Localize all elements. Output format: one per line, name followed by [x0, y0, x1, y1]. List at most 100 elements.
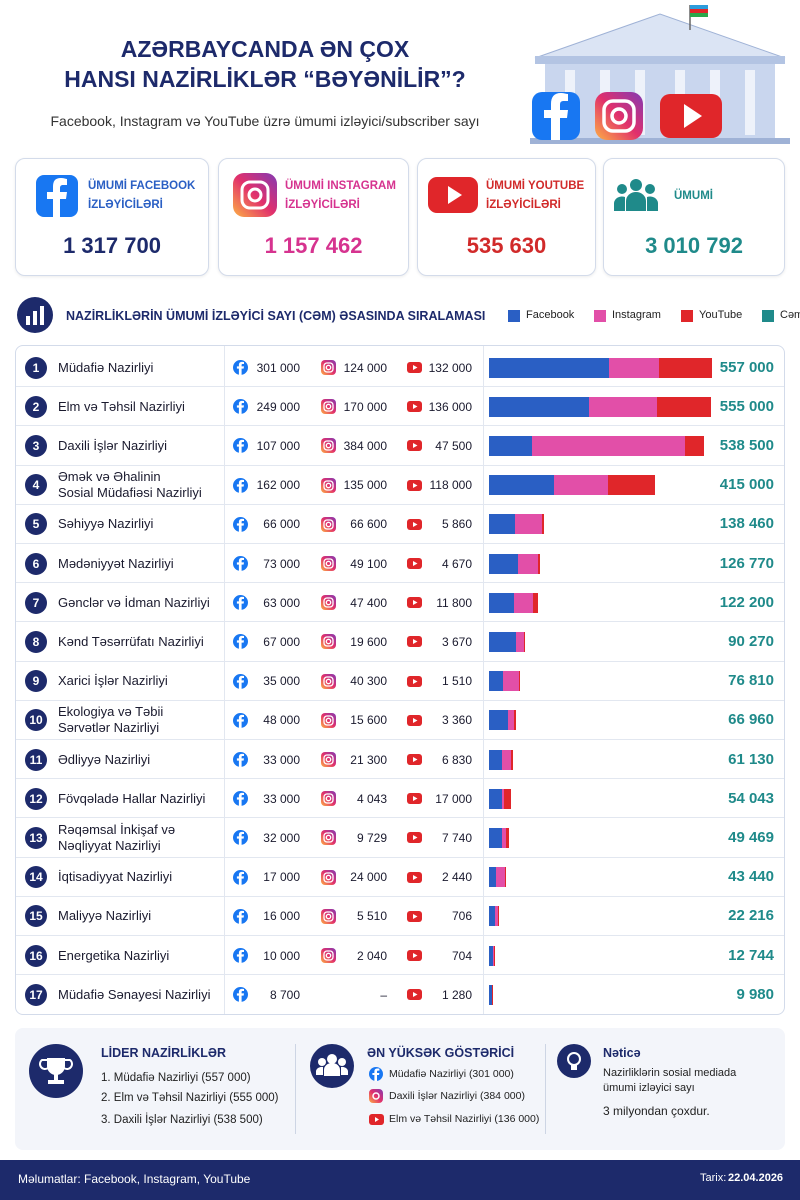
- users-icon: [614, 179, 658, 211]
- value-label: 21 300: [350, 752, 387, 767]
- rank-badge: 13: [25, 826, 47, 849]
- value-label: 19 600: [350, 634, 387, 649]
- card-value: 3 010 792: [645, 233, 743, 258]
- bar-segment: [489, 396, 589, 417]
- total-value: 538 500: [719, 436, 774, 454]
- instagram-icon: [369, 1089, 383, 1103]
- leader-item: 2. Elm və Təhsil Nazirliyi (555 000): [101, 1092, 279, 1104]
- youtube-icon: [369, 1114, 384, 1125]
- bar-segment: [515, 631, 524, 652]
- table-row: 15 Maliyyə Nazirliyi 16 000 5 510 706 22 216: [16, 897, 784, 936]
- bar-segment: [489, 435, 532, 456]
- instagram-icon: [321, 477, 336, 493]
- card-value: 1 317 700: [63, 233, 161, 258]
- rank-badge: 1: [25, 356, 47, 379]
- title-line: AZƏRBAYCANDA ƏN ÇOX: [120, 36, 410, 62]
- bar-segment: [489, 788, 503, 809]
- card-value: 535 630: [466, 233, 547, 258]
- bar-segment: [502, 788, 504, 809]
- rank-badge: 17: [25, 983, 47, 1006]
- facebook-icon: [233, 516, 248, 532]
- instagram-icon: [321, 399, 336, 415]
- table-row: 14 İqtisadiyyat Nazirliyi 17 000 24 000 2 44…: [16, 858, 784, 897]
- ministry-name: İqtisadiyyat Nazirliyi: [58, 869, 173, 885]
- value-label: 5 860: [441, 517, 472, 532]
- ministry-name: Energetika Nazirliyi: [58, 947, 170, 963]
- bar-segment: [495, 867, 506, 888]
- bar-segment: [515, 514, 543, 535]
- instagram-icon: [321, 438, 336, 454]
- value-label: 63 000: [263, 595, 300, 610]
- legend: Facebook Instagram YouTube Cəmi: [508, 309, 800, 323]
- value-label: 73 000: [263, 556, 300, 571]
- value-label: 11 800: [436, 595, 472, 610]
- instagram-icon: [321, 673, 336, 689]
- value-label: 66 600: [350, 517, 387, 532]
- rank-badge: 3: [25, 434, 47, 457]
- instagram-icon: [321, 948, 336, 964]
- instagram-icon: [321, 360, 336, 376]
- value-label: 49 100: [350, 556, 387, 571]
- table-row: 11 Ədliyyə Nazirliyi 33 000 21 300 6 830 61 1…: [16, 740, 784, 780]
- total-value: 122 200: [719, 593, 774, 611]
- card-label: ÜMUMİ INSTAGRAM İZLƏYİCİLƏRİ: [285, 180, 396, 211]
- card-label: ÜMUMİ: [674, 190, 713, 202]
- card-label: ÜMUMİ FACEBOOK İZLƏYİCİLƏRİ: [88, 180, 196, 211]
- youtube-icon: [407, 793, 422, 805]
- facebook-icon: [233, 399, 248, 415]
- value-label: 249 000: [256, 399, 300, 414]
- ministry-name: Müdafiə Sənayesi Nazirliyi: [58, 986, 211, 1002]
- bar-segment: [518, 553, 538, 574]
- value-label: 132 000: [428, 360, 472, 375]
- value-label: 2 440: [441, 870, 472, 885]
- legend-label: YouTube: [699, 309, 743, 321]
- ranking-table: 1 Müdafiə Nazirliyi 301 000 124 000 132 000 5…: [15, 345, 785, 1015]
- facebook-icon: [233, 477, 248, 493]
- bar-segment: [489, 867, 496, 888]
- facebook-icon: [233, 987, 248, 1003]
- value-label: –: [380, 987, 387, 1002]
- total-value: 22 216: [728, 907, 774, 925]
- value-label: 1 280: [441, 987, 472, 1002]
- youtube-icon: [407, 910, 422, 922]
- ministry-name: Elm və Təhsil Nazirliyi: [58, 398, 185, 414]
- total-value: 43 440: [728, 868, 774, 886]
- ministry-name: Mədəniyyət Nazirliyi: [58, 555, 174, 571]
- instagram-icon: [321, 634, 336, 650]
- table-row: 10 Ekologiya və Təbii Sərvətlər Nazirliyi…: [16, 701, 784, 740]
- facebook-icon: [233, 712, 248, 728]
- value-label: 10 000: [263, 948, 300, 963]
- bar-segment: [503, 788, 511, 809]
- youtube-icon: [428, 177, 478, 213]
- rank-badge: 16: [25, 944, 47, 967]
- value-label: 135 000: [343, 478, 387, 493]
- youtube-icon: [407, 636, 422, 648]
- instagram-icon: [321, 556, 336, 572]
- facebook-icon: [233, 869, 248, 885]
- instagram-icon: [321, 712, 336, 728]
- facebook-icon: [369, 1067, 383, 1081]
- value-label: 40 300: [350, 674, 387, 689]
- value-label: 8 700: [269, 987, 300, 1002]
- value-label: 706: [451, 909, 472, 924]
- value-label: 118 000: [429, 478, 473, 493]
- highest-item: Daxili İşlər Nazirliyi (384 000): [389, 1090, 525, 1102]
- bar-segment: [523, 631, 526, 652]
- bar-segment: [533, 592, 538, 613]
- value-label: 162 000: [256, 478, 300, 493]
- table-row: 9 Xarici İşlər Nazirliyi 35 000 40 300 1 510…: [16, 662, 784, 701]
- column-divider: [224, 346, 225, 1014]
- bar-segment: [489, 984, 493, 1005]
- total-value: 138 460: [719, 515, 774, 533]
- highest-item: Müdafiə Nazirliyi (301 000): [389, 1068, 514, 1080]
- total-value: 126 770: [719, 554, 774, 572]
- bar-segment: [503, 671, 520, 692]
- total-value: 12 744: [728, 946, 774, 964]
- legend-label: Instagram: [612, 309, 661, 321]
- value-label: 4 043: [356, 791, 387, 806]
- table-row: 17 Müdafiə Sənayesi Nazirliyi 8 700 – 1 280 9…: [16, 975, 784, 1014]
- bar-segment: [489, 906, 496, 927]
- table-row: 2 Elm və Təhsil Nazirliyi 249 000 170 000 13…: [16, 387, 784, 427]
- facebook-icon: [233, 791, 248, 807]
